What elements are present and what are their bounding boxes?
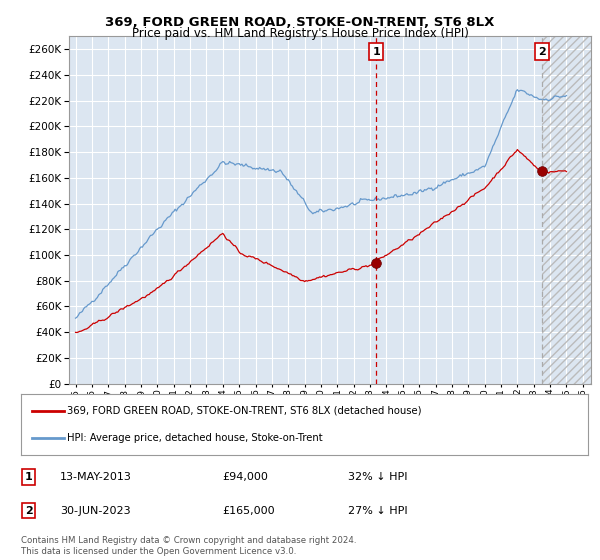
Text: 2: 2 — [25, 506, 32, 516]
Text: £94,000: £94,000 — [222, 472, 268, 482]
Text: 369, FORD GREEN ROAD, STOKE-ON-TRENT, ST6 8LX: 369, FORD GREEN ROAD, STOKE-ON-TRENT, ST… — [106, 16, 494, 29]
Text: HPI: Average price, detached house, Stoke-on-Trent: HPI: Average price, detached house, Stok… — [67, 433, 323, 444]
Text: This data is licensed under the Open Government Licence v3.0.: This data is licensed under the Open Gov… — [21, 547, 296, 556]
Text: 13-MAY-2013: 13-MAY-2013 — [60, 472, 132, 482]
Text: Contains HM Land Registry data © Crown copyright and database right 2024.: Contains HM Land Registry data © Crown c… — [21, 536, 356, 545]
Text: 27% ↓ HPI: 27% ↓ HPI — [348, 506, 407, 516]
Text: 32% ↓ HPI: 32% ↓ HPI — [348, 472, 407, 482]
Text: 2: 2 — [538, 47, 546, 57]
Text: 1: 1 — [372, 47, 380, 57]
Text: 30-JUN-2023: 30-JUN-2023 — [60, 506, 131, 516]
Text: 369, FORD GREEN ROAD, STOKE-ON-TRENT, ST6 8LX (detached house): 369, FORD GREEN ROAD, STOKE-ON-TRENT, ST… — [67, 405, 422, 416]
Bar — [542, 36, 591, 384]
Text: Price paid vs. HM Land Registry's House Price Index (HPI): Price paid vs. HM Land Registry's House … — [131, 27, 469, 40]
Text: 1: 1 — [25, 472, 32, 482]
Text: £165,000: £165,000 — [222, 506, 275, 516]
